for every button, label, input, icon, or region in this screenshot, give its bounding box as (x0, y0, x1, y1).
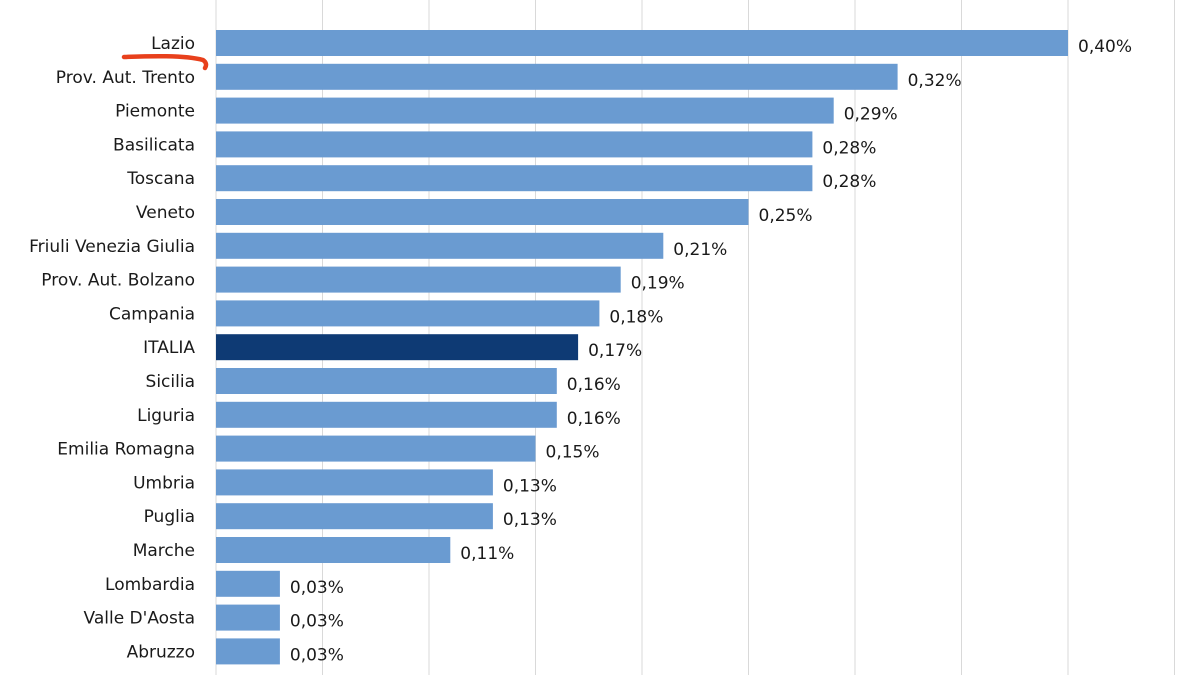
category-label: Marche (133, 541, 195, 561)
category-label: Friuli Venezia Giulia (29, 237, 195, 257)
value-label: 0,03% (290, 612, 344, 632)
value-label: 0,28% (822, 172, 876, 192)
value-label: 0,19% (631, 274, 685, 294)
value-label: 0,40% (1078, 37, 1132, 57)
category-label: Basilicata (113, 135, 195, 155)
category-label: ITALIA (143, 338, 195, 358)
category-label: Valle D'Aosta (84, 609, 195, 629)
category-label: Veneto (136, 203, 195, 223)
category-label: Puglia (144, 507, 195, 527)
value-label: 0,13% (503, 476, 557, 496)
bar-friuli-venezia-giulia (216, 232, 664, 259)
value-label: 0,25% (759, 206, 813, 226)
category-label: Prov. Aut. Trento (56, 68, 195, 88)
value-label: 0,16% (567, 409, 621, 429)
value-label: 0,18% (609, 307, 663, 327)
category-label: Umbria (133, 473, 195, 493)
bar-sicilia (216, 368, 557, 394)
value-label: 0,03% (290, 578, 344, 598)
red-underline-annotation (121, 53, 209, 71)
bars-layer (216, 30, 1068, 665)
bar-italia (216, 334, 579, 361)
value-label: 0,15% (546, 443, 600, 463)
category-label: Abruzzo (127, 642, 195, 662)
value-label: 0,32% (908, 71, 962, 91)
category-label: Sicilia (146, 372, 195, 392)
bar-lombardia (216, 570, 280, 597)
value-label: 0,11% (460, 544, 514, 564)
bar-umbria (216, 469, 493, 496)
bar-toscana (216, 165, 813, 192)
bar-lazio (216, 30, 1068, 56)
category-label: Toscana (126, 169, 195, 189)
category-label: Lazio (151, 34, 195, 54)
value-label: 0,17% (588, 341, 642, 361)
value-label: 0,28% (822, 138, 876, 158)
category-label: Campania (109, 304, 195, 324)
category-label: Prov. Aut. Bolzano (41, 271, 195, 291)
category-label: Emilia Romagna (57, 440, 195, 460)
category-label: Liguria (137, 406, 195, 426)
bar-basilicata (216, 131, 813, 158)
bar-prov-aut-bolzano (216, 266, 621, 293)
labels-layer: Lazio 0,40% Prov. Aut. Trento 0,32% Piemonte… (29, 34, 1132, 665)
bar-campania (216, 300, 600, 327)
bar-prov-aut-trento (216, 63, 898, 90)
category-label: Piemonte (115, 102, 195, 122)
bar-puglia (216, 503, 493, 530)
value-label: 0,21% (673, 240, 727, 260)
value-label: 0,03% (290, 645, 344, 665)
bar-emilia-romagna (216, 435, 536, 462)
bar-veneto (216, 199, 749, 225)
value-label: 0,29% (844, 105, 898, 125)
value-label: 0,16% (567, 375, 621, 395)
category-label: Lombardia (105, 575, 195, 595)
value-label: 0,13% (503, 510, 557, 530)
bar-piemonte (216, 97, 834, 124)
bar-abruzzo (216, 638, 280, 665)
bar-valle-d-aosta (216, 604, 280, 631)
bar-liguria (216, 401, 557, 428)
bar-marche (216, 537, 451, 563)
